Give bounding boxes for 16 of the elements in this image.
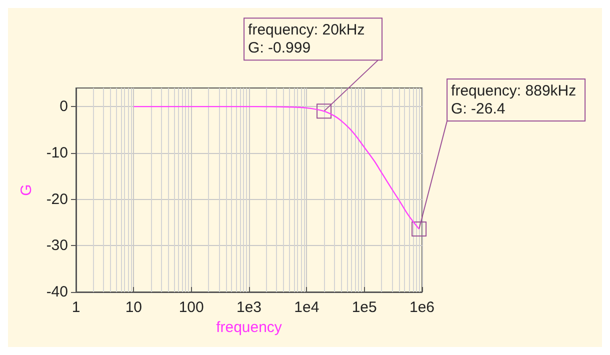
y-tick-label: -10 <box>46 144 68 162</box>
x-tick-label: 1e5 <box>352 299 377 316</box>
x-tick-label: 100 <box>178 299 204 316</box>
x-tick-label: 10 <box>125 299 142 316</box>
y-tick-label: 0 <box>60 98 68 116</box>
annotation: frequency: 889kHz G: -26.4 <box>451 82 576 118</box>
y-axis-title: G <box>18 184 35 196</box>
x-tick-label: 1e4 <box>294 299 320 316</box>
y-tick-label: -30 <box>46 237 68 254</box>
y-tick-label: -20 <box>46 190 68 208</box>
x-axis-title: frequency <box>216 318 282 336</box>
y-tick-label: -40 <box>46 284 68 300</box>
x-tick-label: 1e3 <box>236 299 262 316</box>
annotation: frequency: 20kHz G: -0.999 <box>248 22 365 57</box>
x-tick-label: 1 <box>72 299 80 316</box>
x-tick-label: 1e6 <box>409 299 435 316</box>
